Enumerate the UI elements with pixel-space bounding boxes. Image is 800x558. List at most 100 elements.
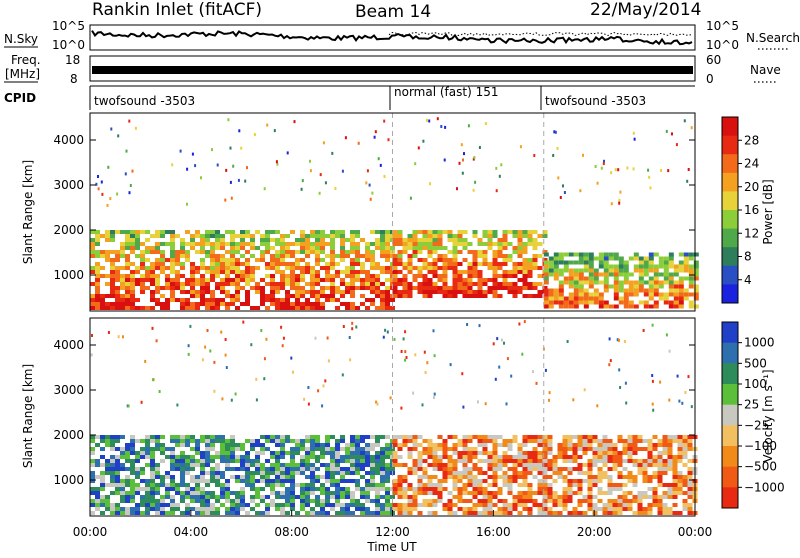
heatmap-cell (115, 258, 120, 262)
heatmap-cell (340, 467, 345, 471)
heatmap-cell (628, 280, 634, 285)
heatmap-cell (642, 471, 648, 475)
heatmap-cell (583, 388, 586, 392)
heatmap-cell (422, 246, 428, 250)
heatmap-cell (105, 302, 110, 306)
heatmap-cell (432, 463, 438, 467)
heatmap-cell (567, 447, 573, 451)
heatmap-cell (270, 246, 275, 250)
heatmap-cell (577, 511, 583, 515)
heatmap-cell (492, 435, 498, 439)
heatmap-cell (385, 234, 390, 238)
heatmap-cell (442, 451, 448, 455)
heatmap-cell (643, 300, 649, 305)
heatmap-cell (245, 298, 250, 302)
heatmap-cell (265, 475, 270, 479)
heatmap-cell (633, 304, 639, 309)
heatmap-cell (397, 230, 403, 234)
heatmap-cell (462, 475, 468, 479)
nave-label: Nave (750, 63, 781, 77)
colorbar-tick-label: 4 (744, 273, 752, 287)
heatmap-cell (402, 262, 408, 266)
heatmap-cell (280, 242, 285, 246)
heatmap-cell (335, 286, 340, 290)
heatmap-cell (115, 507, 120, 511)
heatmap-cell (170, 234, 175, 238)
heatmap-cell (688, 252, 694, 257)
heatmap-cell (355, 443, 360, 447)
heatmap-cell (527, 282, 533, 286)
heatmap-cell (375, 439, 380, 443)
heatmap-cell (130, 306, 135, 310)
heatmap-cell (587, 507, 593, 511)
heatmap-cell (512, 455, 518, 459)
heatmap-cell (145, 286, 150, 290)
heatmap-cell (467, 467, 473, 471)
heatmap-cell (457, 443, 463, 447)
heatmap-cell (205, 250, 210, 254)
heatmap-cell (678, 284, 684, 289)
heatmap-cell (90, 439, 95, 443)
heatmap-cell (392, 242, 398, 246)
heatmap-cell (402, 266, 408, 270)
heatmap-cell (597, 499, 603, 503)
heatmap-cell (566, 340, 569, 343)
heatmap-cell (402, 487, 408, 491)
heatmap-cell (477, 503, 483, 507)
heatmap-cell (648, 175, 651, 179)
heatmap-cell (662, 439, 668, 443)
heatmap-cell (295, 278, 300, 282)
heatmap-cell (622, 495, 628, 499)
heatmap-cell (608, 284, 614, 289)
heatmap-cell (270, 254, 275, 258)
heatmap-cell (613, 264, 619, 269)
heatmap-cell (688, 264, 694, 269)
heatmap-cell (335, 447, 340, 451)
heatmap-cell (397, 447, 403, 451)
heatmap-cell (527, 234, 533, 238)
heatmap-cell (97, 187, 100, 191)
heatmap-cell (407, 238, 413, 242)
colorbar-tick-label: 24 (744, 157, 759, 171)
heatmap-cell (660, 169, 663, 172)
heatmap-cell (90, 479, 95, 483)
heatmap-cell (437, 491, 443, 495)
heatmap-cell (637, 491, 643, 495)
beam-title: Beam 14 (355, 2, 431, 22)
heatmap-cell (95, 290, 100, 294)
heatmap-cell (407, 262, 413, 266)
heatmap-cell (380, 238, 385, 242)
heatmap-cell (442, 230, 448, 234)
heatmap-cell (572, 447, 578, 451)
heatmap-cell (125, 290, 130, 294)
heatmap-cell (106, 203, 109, 207)
heatmap-cell (350, 443, 355, 447)
heatmap-cell (432, 250, 438, 254)
heatmap-cell (502, 471, 508, 475)
heatmap-cell (562, 443, 568, 447)
heatmap-cell (300, 238, 305, 242)
heatmap-cell (522, 459, 528, 463)
heatmap-cell (335, 467, 340, 471)
heatmap-cell (100, 475, 105, 479)
heatmap-cell (652, 455, 658, 459)
heatmap-cell (245, 503, 250, 507)
heatmap-cell (442, 463, 448, 467)
heatmap-cell (642, 447, 648, 451)
heatmap-cell (263, 357, 266, 361)
heatmap-cell (588, 256, 594, 261)
heatmap-cell (130, 499, 135, 503)
colorbar-tick-label: 1000 (744, 336, 775, 350)
heatmap-cell (497, 459, 503, 463)
heatmap-cell (582, 495, 588, 499)
heatmap-cell (120, 491, 125, 495)
heatmap-cell (548, 296, 554, 301)
heatmap-cell (225, 302, 230, 306)
heatmap-cell (145, 246, 150, 250)
heatmap-cell (150, 463, 155, 467)
heatmap-cell (602, 459, 608, 463)
heatmap-cell (492, 258, 498, 262)
heatmap-cell (275, 298, 280, 302)
heatmap-cell (175, 483, 180, 487)
heatmap-cell (542, 507, 548, 511)
